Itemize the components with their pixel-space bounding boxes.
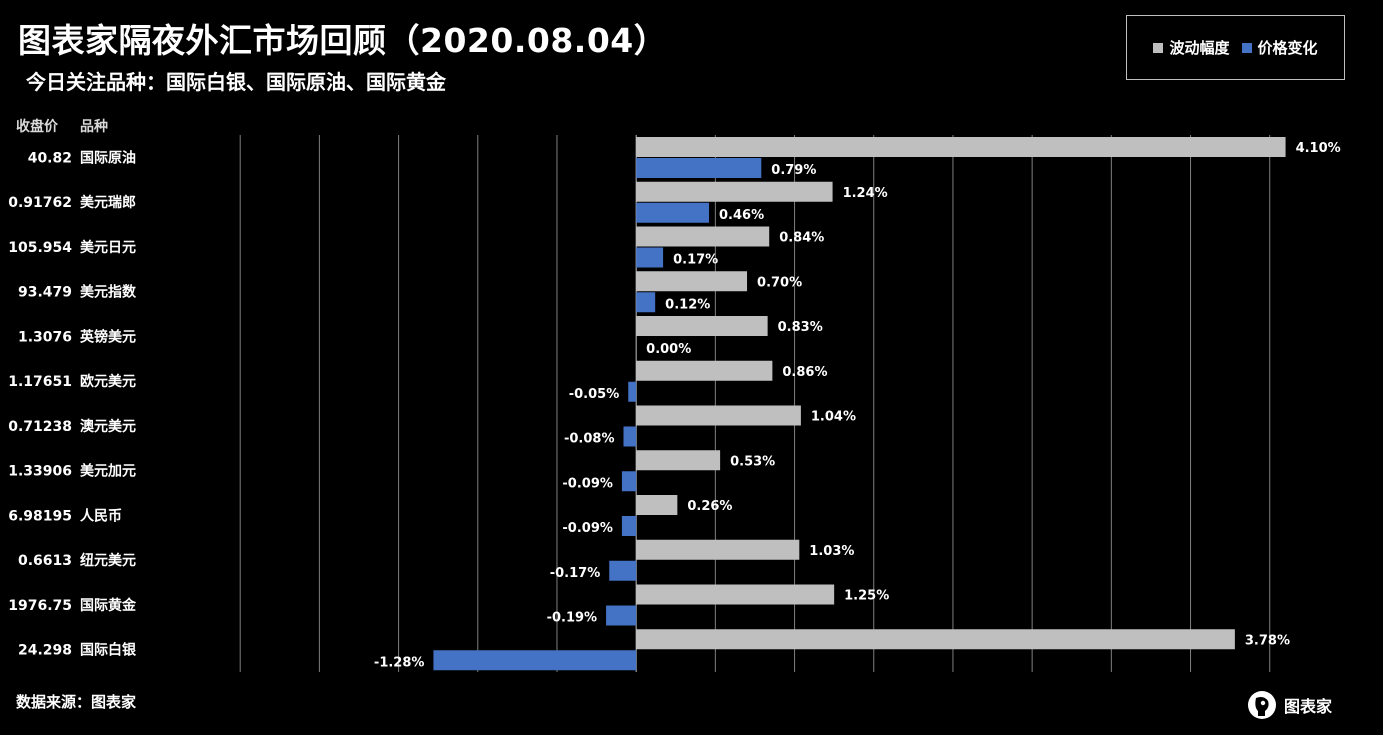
volatility-data-label: 0.70% <box>757 275 802 290</box>
legend-item-volatility: 波动幅度 <box>1153 37 1230 58</box>
column-header-price: 收盘价 <box>16 119 58 135</box>
row-price-label: 105.954 <box>8 240 72 256</box>
volatility-bar <box>636 137 1286 157</box>
volatility-data-label: 0.26% <box>687 499 732 514</box>
volatility-data-label: 1.24% <box>843 186 888 201</box>
row-price-label: 24.298 <box>18 643 72 659</box>
chart-title: 图表家隔夜外汇市场回顾（2020.08.04） <box>18 21 668 60</box>
row-name-label: 美元指数 <box>80 284 137 301</box>
row-name-label: 国际原油 <box>80 149 136 166</box>
volatility-bar <box>636 316 768 336</box>
change-bar <box>636 202 710 223</box>
row-price-label: 1.33906 <box>8 464 72 480</box>
change-data-label: 0.79% <box>771 163 816 178</box>
row-name-label: 国际黄金 <box>80 597 137 614</box>
row-name-label: 澳元美元 <box>80 418 136 435</box>
legend-label-change: 价格变化 <box>1257 39 1318 57</box>
volatility-bar <box>636 450 721 471</box>
change-data-label: 0.17% <box>673 253 718 268</box>
row-name-label: 英镑美元 <box>79 328 136 345</box>
row-price-label: 1976.75 <box>8 598 72 614</box>
change-data-label: 0.12% <box>665 297 710 312</box>
volatility-data-label: 1.03% <box>809 544 854 559</box>
change-bar <box>606 605 637 626</box>
change-data-label: -0.09% <box>562 476 613 491</box>
change-data-label: -0.08% <box>564 432 615 447</box>
volatility-data-label: 0.53% <box>730 454 775 469</box>
data-source: 数据来源：图表家 <box>16 693 137 711</box>
row-name-label: 国际白银 <box>80 642 137 659</box>
volatility-bar <box>636 360 773 381</box>
volatility-data-label: 1.25% <box>844 589 889 604</box>
logo-text: 图表家 <box>1284 697 1333 716</box>
change-bar <box>609 560 637 581</box>
row-price-label: 1.17651 <box>8 374 72 390</box>
logo-icon <box>1248 691 1276 719</box>
chart-subtitle: 今日关注品种：国际白银、国际原油、国际黄金 <box>26 70 446 94</box>
row-price-label: 1.3076 <box>18 329 72 345</box>
volatility-bar <box>636 226 770 247</box>
change-bar <box>628 381 637 402</box>
row-name-label: 美元加元 <box>80 463 136 480</box>
volatility-bar <box>636 181 833 202</box>
legend: 波动幅度 价格变化 <box>1126 15 1345 80</box>
volatility-bar <box>636 271 748 292</box>
row-price-label: 6.98195 <box>8 508 72 524</box>
row-price-label: 0.91762 <box>8 195 72 211</box>
change-bar <box>621 516 637 536</box>
volatility-data-label: 0.86% <box>782 365 827 380</box>
change-data-label: -0.19% <box>547 611 598 626</box>
legend-swatch-change <box>1241 42 1252 53</box>
row-price-label: 93.479 <box>18 285 72 301</box>
column-header-name: 品种 <box>80 119 108 135</box>
row-name-label: 美元日元 <box>80 239 136 256</box>
row-price-label: 0.71238 <box>8 419 72 435</box>
change-data-label: 0.46% <box>719 208 764 223</box>
row-name-label: 欧元美元 <box>80 373 136 390</box>
change-data-label: 0.00% <box>646 342 691 357</box>
volatility-bar <box>636 629 1235 650</box>
volatility-data-label: 4.10% <box>1296 141 1341 156</box>
change-bar <box>621 471 637 492</box>
volatility-data-label: 0.84% <box>779 231 824 246</box>
change-data-label: -0.17% <box>550 566 601 581</box>
change-data-label: -0.09% <box>562 521 613 536</box>
change-bar <box>636 292 656 313</box>
volatility-bar <box>636 405 801 426</box>
volatility-bar <box>636 495 678 515</box>
change-bar <box>636 247 664 268</box>
row-name-label: 美元瑞郎 <box>80 194 136 211</box>
change-data-label: -0.05% <box>569 387 620 402</box>
legend-swatch-volatility <box>1153 42 1164 53</box>
row-name-label: 纽元美元 <box>80 552 136 569</box>
volatility-data-label: 3.78% <box>1245 633 1290 648</box>
change-data-label: -1.28% <box>374 655 425 670</box>
legend-label-volatility: 波动幅度 <box>1169 39 1230 57</box>
change-bar <box>433 650 637 671</box>
change-bar <box>623 426 637 447</box>
volatility-data-label: 1.04% <box>811 410 856 425</box>
legend-item-change: 价格变化 <box>1241 37 1318 58</box>
volatility-bar <box>636 539 800 560</box>
row-price-label: 40.82 <box>28 150 72 166</box>
volatility-bar <box>636 584 835 605</box>
brand-logo: 图表家 <box>1246 688 1348 722</box>
volatility-data-label: 0.83% <box>778 320 823 335</box>
change-bar <box>636 158 762 178</box>
row-name-label: 人民币 <box>80 507 122 524</box>
row-price-label: 0.6613 <box>18 553 72 569</box>
